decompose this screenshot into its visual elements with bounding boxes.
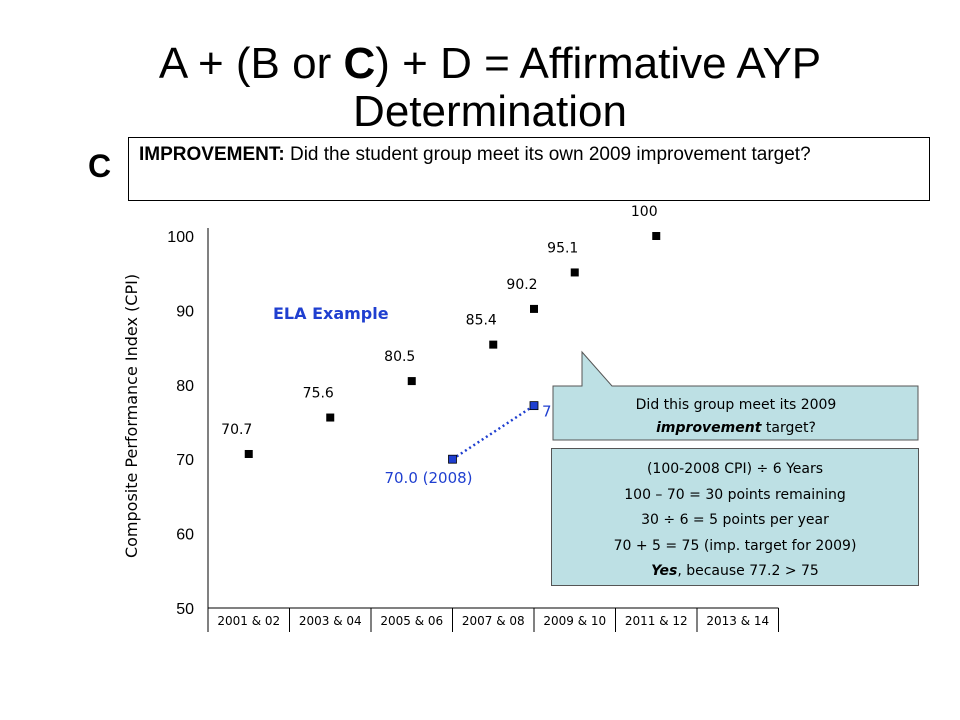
slide-title: A + (B or C) + D = Affirmative AYP Deter… (60, 40, 920, 136)
calc-line2: 100 – 70 = 30 points remaining (624, 486, 846, 503)
data-label: 80.5 (384, 349, 415, 365)
data-label: 100 (631, 204, 658, 220)
calc-line5: Yes, because 77.2 > 75 (552, 559, 918, 585)
question-text: Did the student group meet its own 2009 … (284, 144, 811, 165)
category-axis: 2001 & 02 2003 & 04 2005 & 06 2007 & 08 2009… (207, 608, 779, 632)
data-point (326, 413, 335, 422)
chart-annotation: ELA Example (273, 304, 389, 323)
data-label: 95.1 (547, 240, 578, 256)
category-label: 2007 & 08 (462, 614, 525, 628)
title-part1: A + (B or (158, 39, 344, 88)
y-tick-label: 50 (176, 601, 194, 618)
data-point (570, 268, 579, 277)
callout-line2-rest: target? (761, 420, 815, 436)
calc-line1: (100-2008 CPI) ÷ 6 Years (646, 461, 824, 477)
y-tick-label: 90 (176, 303, 194, 320)
question-callout: Did this group meet its 2009 improvement… (552, 350, 919, 441)
callout-line2: improvement target? (656, 420, 816, 436)
target-point (529, 401, 539, 411)
target-connector-line (451, 404, 535, 461)
target-label: 70.0 (2008) (384, 469, 472, 487)
y-tick-label: 70 (176, 452, 194, 469)
calc-line5-bold: Yes (651, 563, 678, 579)
data-point (652, 232, 661, 240)
category-label: 2013 & 14 (706, 614, 769, 628)
callout-line2-italic: improvement (656, 420, 763, 436)
data-label: 70.7 (221, 422, 252, 438)
calc-line3: 30 ÷ 6 = 5 points per year (641, 512, 829, 528)
data-label: 90.2 (506, 277, 537, 293)
category-label: 2009 & 10 (543, 614, 606, 628)
y-axis-label: Composite Performance Index (CPI) (122, 274, 141, 558)
y-tick-label: 80 (176, 378, 194, 395)
category-label: 2005 & 06 (380, 614, 443, 628)
chart-axes (207, 228, 779, 632)
data-label: 85.4 (466, 313, 497, 329)
data-point (489, 340, 498, 349)
data-label: 75.6 (303, 386, 334, 402)
data-point (530, 304, 538, 313)
title-part2: ) + D = Affirmative AYP Determination (353, 39, 822, 136)
y-tick-label: 60 (176, 527, 194, 544)
section-letter: C (88, 148, 112, 184)
target-point (448, 454, 457, 464)
category-label: 2001 & 02 (217, 614, 280, 628)
category-label: 2011 & 12 (625, 614, 688, 628)
callout-line1: Did this group meet its 2009 (636, 397, 837, 413)
calc-line4: 70 + 5 = 75 (imp. target for 2009) (613, 537, 857, 554)
y-tick-label: 100 (167, 229, 194, 246)
data-point (407, 377, 416, 386)
question-lead: IMPROVEMENT: (139, 144, 285, 165)
calculation-box: (100-2008 CPI) ÷ 6 Years 100 – 70 = 30 p… (551, 448, 919, 586)
question-box: IMPROVEMENT: Did the student group meet … (128, 137, 930, 201)
category-label: 2003 & 04 (299, 614, 362, 628)
series-lines (451, 404, 535, 461)
title-bold-letter: C (343, 39, 376, 88)
data-points (244, 232, 661, 464)
data-point (244, 449, 253, 458)
y-tick-labels: 50 60 70 80 90 100 (167, 229, 194, 618)
calc-line5-rest: , because 77.2 > 75 (677, 563, 819, 579)
